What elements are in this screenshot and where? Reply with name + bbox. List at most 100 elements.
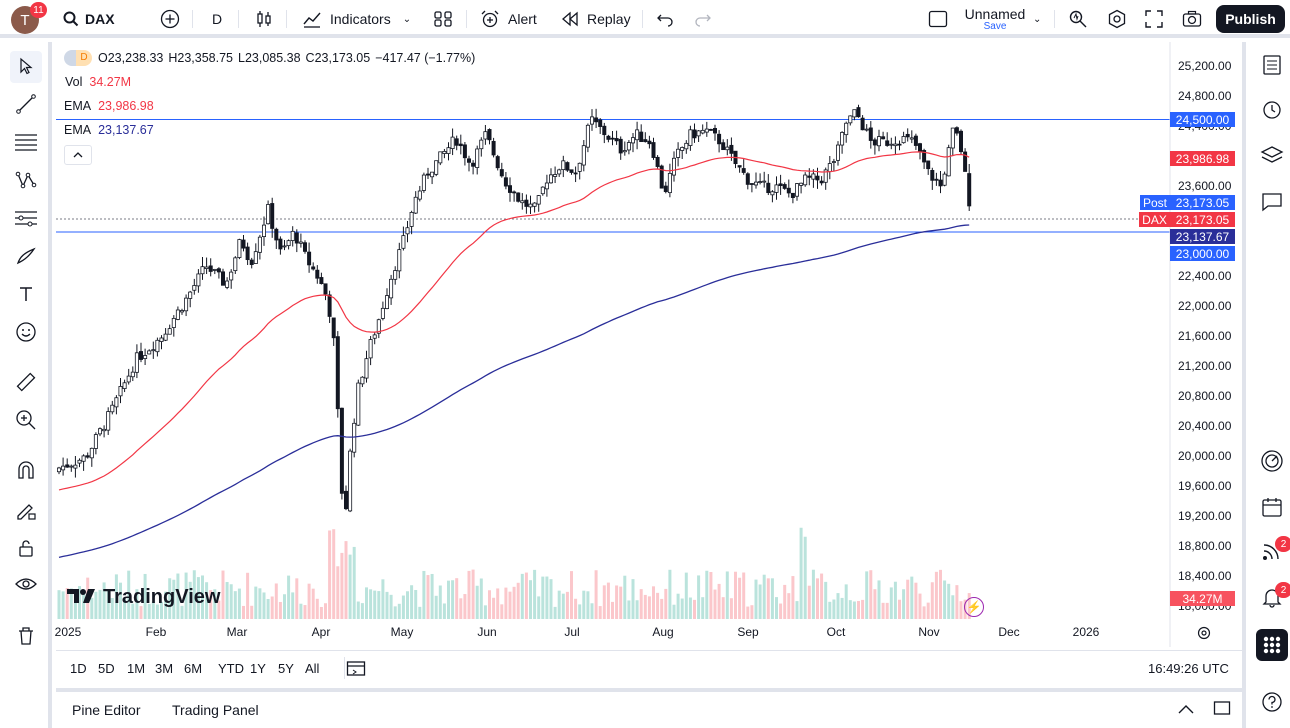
volume-bar <box>557 590 561 619</box>
publish-button[interactable]: Publish <box>1216 5 1285 33</box>
redo-button[interactable] <box>694 0 712 38</box>
alert-button[interactable]: Alert <box>480 0 537 38</box>
candle-down <box>466 158 471 163</box>
candle-up <box>581 145 586 166</box>
price-tick-label: 22,000.00 <box>1178 299 1232 313</box>
candle-up <box>536 195 541 205</box>
trend-line-tool[interactable] <box>10 89 42 121</box>
replay-button[interactable]: Replay <box>561 0 631 38</box>
emoji-tool[interactable] <box>10 317 42 349</box>
lock-drawings-tool[interactable] <box>10 533 42 565</box>
fullscreen-button[interactable] <box>1145 0 1163 38</box>
volume-bar <box>205 582 209 619</box>
trading-panel-tab[interactable]: Trading Panel <box>172 702 259 718</box>
range-button-3m[interactable]: 3M <box>155 660 174 676</box>
watchlist-button[interactable] <box>1254 50 1290 82</box>
volume-bar <box>713 589 717 619</box>
volume-bar <box>775 597 778 619</box>
notifications-button[interactable] <box>1254 582 1290 614</box>
alarm-clock-icon <box>480 9 500 29</box>
pine-editor-tab[interactable]: Pine Editor <box>72 702 141 718</box>
products-button[interactable] <box>1254 628 1290 662</box>
volume-bar <box>291 592 295 619</box>
layout-chevron-down-icon[interactable]: ⌄ <box>1033 13 1042 25</box>
chart-pane[interactable] <box>56 42 1242 647</box>
templates-button[interactable] <box>433 0 453 38</box>
magnet-tool[interactable] <box>10 455 42 487</box>
goto-date-button[interactable] <box>346 659 366 680</box>
volume-bar <box>889 587 893 619</box>
snapshot-button[interactable] <box>1182 0 1202 38</box>
candle-down <box>967 173 972 207</box>
volume-bar <box>545 576 549 619</box>
text-tool[interactable] <box>10 279 42 311</box>
volume-bar <box>848 600 852 619</box>
volume-bar <box>274 583 278 619</box>
range-button-1y[interactable]: 1Y <box>250 660 266 676</box>
data-window-button[interactable] <box>1254 140 1290 172</box>
sliders-icon <box>14 207 38 232</box>
volume-bar <box>401 595 405 619</box>
candle-up <box>417 190 422 200</box>
range-button-1m[interactable]: 1M <box>127 660 146 676</box>
brush-tool[interactable] <box>10 241 42 273</box>
volume-bar <box>369 589 373 619</box>
measure-tool[interactable] <box>10 367 42 399</box>
pattern-icon <box>15 169 37 194</box>
settings-button[interactable] <box>1107 0 1127 38</box>
collapse-legend-button[interactable] <box>64 145 92 165</box>
gauge-icon <box>1260 449 1284 476</box>
maximize-panel-button[interactable] <box>1213 700 1231 719</box>
volume-bar <box>459 598 463 619</box>
hide-drawings-tool[interactable] <box>10 569 42 601</box>
ideas-stream-button[interactable] <box>1254 536 1290 568</box>
indicators-icon <box>302 10 322 28</box>
ema50-legend[interactable]: EMA 23,986.98 <box>64 96 154 116</box>
axis-settings-button[interactable] <box>1196 625 1212 644</box>
range-button-all[interactable]: All <box>305 660 320 676</box>
range-button-6m[interactable]: 6M <box>184 660 203 676</box>
fib-tool[interactable] <box>10 127 42 159</box>
range-button-5d[interactable]: 5D <box>98 660 115 676</box>
help-icon <box>1261 691 1283 716</box>
help-button[interactable] <box>1254 687 1290 719</box>
time-tick-label: Dec <box>998 625 1020 639</box>
expand-panel-button[interactable] <box>1178 702 1194 717</box>
zoom-tool[interactable] <box>10 405 42 437</box>
ema200-legend[interactable]: EMA 23,137.67 <box>64 120 154 140</box>
pattern-tool[interactable] <box>10 165 42 197</box>
interval-selector[interactable]: D <box>212 11 223 27</box>
undo-button[interactable] <box>656 0 674 38</box>
cursor-tool[interactable] <box>10 51 42 83</box>
layout-menu[interactable] <box>928 0 948 38</box>
candle-up <box>479 139 484 150</box>
chats-button[interactable] <box>1254 187 1290 219</box>
flash-event-icon[interactable]: ⚡ <box>964 597 984 617</box>
remove-drawings-tool[interactable] <box>10 621 42 653</box>
candle-down <box>65 464 70 468</box>
clock-timezone[interactable]: 16:49:26 UTC <box>1148 660 1229 676</box>
volume-bar <box>348 554 352 619</box>
candle-up <box>840 132 845 146</box>
layout-name-block[interactable]: Unnamed Save <box>960 6 1030 32</box>
technicals-button[interactable] <box>1254 446 1290 478</box>
volume-bar <box>246 572 250 619</box>
calendar-button[interactable] <box>1254 492 1290 524</box>
range-button-5y[interactable]: 5Y <box>278 660 294 676</box>
forecast-tool[interactable] <box>10 203 42 235</box>
alerts-button[interactable] <box>1254 94 1290 126</box>
compare-symbol-button[interactable] <box>160 0 180 38</box>
range-button-1d[interactable]: 1D <box>70 660 87 676</box>
quick-search-button[interactable] <box>1068 0 1088 38</box>
chart-type-button[interactable] <box>255 0 273 38</box>
price-chart[interactable] <box>56 42 1242 647</box>
volume-legend[interactable]: Vol 34.27M <box>65 72 131 92</box>
indicators-button[interactable]: Indicators ⌄ <box>302 0 411 38</box>
volume-bar <box>914 582 918 619</box>
price-tick-label: 21,200.00 <box>1178 359 1232 373</box>
range-button-ytd[interactable]: YTD <box>218 660 244 676</box>
stay-drawing-tool[interactable] <box>10 495 42 527</box>
symbol-search[interactable]: DAX <box>62 0 115 38</box>
candle-up <box>799 182 804 186</box>
volume-bar <box>574 598 578 619</box>
